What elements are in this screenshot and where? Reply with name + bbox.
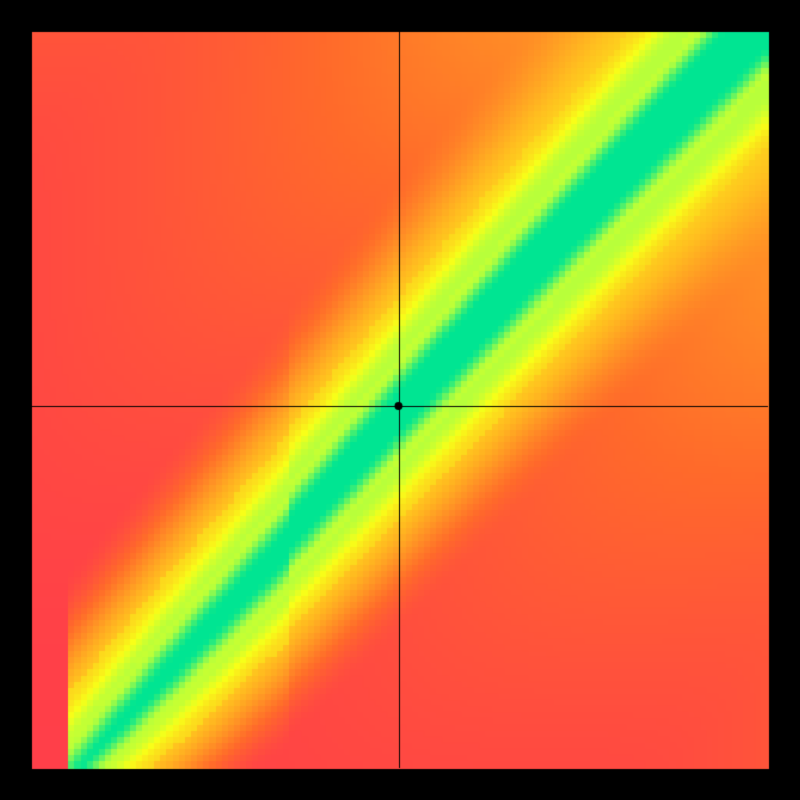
bottleneck-heatmap [0,0,800,800]
